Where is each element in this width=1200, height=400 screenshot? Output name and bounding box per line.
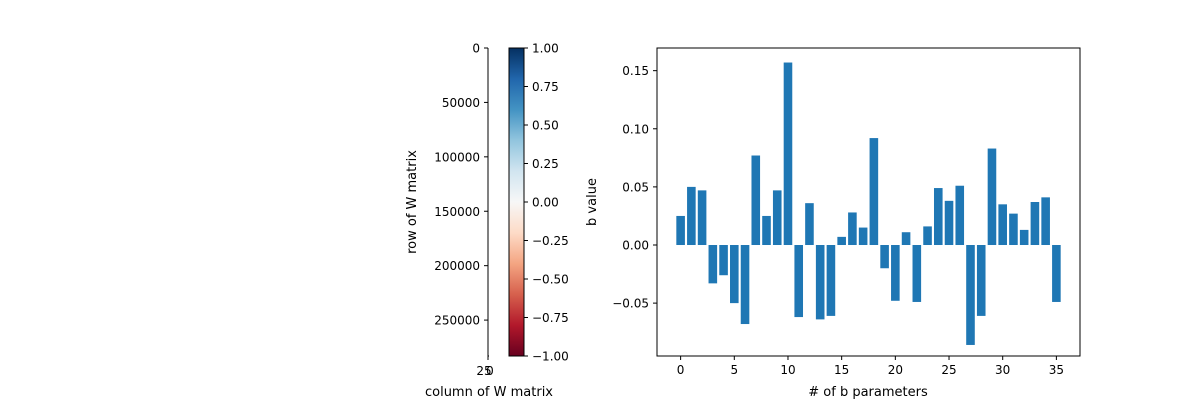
bar (880, 245, 889, 269)
bar (805, 203, 814, 246)
colorbar-tick-label: −0.50 (532, 273, 569, 287)
colorbar-tick-label: −0.25 (532, 234, 569, 248)
bar (891, 245, 900, 301)
bar-x-tick-label: 5 (730, 363, 738, 377)
bar (751, 155, 761, 246)
heatmap-y-axis-label: row of W matrix (405, 150, 420, 254)
bar-chart: 0 5 10 15 20 25 30 35 −0.05 0.00 0.05 0.10 0.15 # o… (585, 47, 1081, 400)
bar (987, 148, 997, 246)
colorbar-tick-label: 0.75 (532, 80, 559, 94)
bar (719, 245, 728, 276)
heatmap-x-axis-label: column of W matrix (425, 385, 553, 400)
bar-x-tick-label: 25 (941, 363, 956, 377)
bar (826, 245, 836, 316)
bar (966, 245, 975, 345)
bar-y-tick-label: 0.15 (622, 64, 649, 78)
heatmap-x-ticks: 25 0 (476, 356, 494, 378)
colorbar-tick-label: 0.50 (532, 119, 559, 133)
bar (1052, 245, 1061, 302)
colorbar: 1.00 0.75 0.50 0.25 0.00 −0.25 −0.50 −0.75 −1.00 (508, 42, 569, 364)
bar (772, 190, 782, 246)
bar (869, 138, 879, 246)
colorbar-ticks: 1.00 0.75 0.50 0.25 0.00 −0.25 −0.50 −0.75 −1.00 (524, 42, 569, 364)
bar-x-tick-label: 20 (888, 363, 903, 377)
colorbar-tick-label: −1.00 (532, 350, 569, 364)
bar (783, 62, 793, 246)
bar-x-ticks: 0 5 10 15 20 25 30 35 (677, 356, 1064, 377)
bar-x-axis-label: # of b parameters (808, 385, 928, 400)
bar (740, 245, 750, 325)
bar (858, 227, 868, 246)
bar (815, 245, 825, 320)
heatmap-y-tick-label: 200000 (434, 259, 480, 273)
heatmap-x-tick-label: 25 (476, 364, 491, 378)
bar (912, 245, 922, 302)
heatmap-y-tick-label: 150000 (434, 205, 480, 219)
colorbar-gradient (508, 47, 525, 357)
bar (998, 204, 1007, 246)
bar-x-tick-label: 0 (677, 363, 685, 377)
bar-y-tick-label: 0.10 (622, 122, 649, 136)
heatmap-y-tick-label: 50000 (442, 96, 480, 110)
colorbar-tick-label: 1.00 (532, 42, 559, 56)
bar (848, 212, 857, 246)
bar-y-axis-label: b value (585, 178, 600, 226)
bar (1041, 197, 1050, 246)
colorbar-tick-label: −0.75 (532, 311, 569, 325)
bar-plot-frame (656, 47, 1081, 357)
bar (976, 245, 986, 316)
bar-y-tick-label: −0.05 (612, 297, 649, 311)
heatmap-y-ticks: 0 50000 100000 150000 200000 250000 (434, 42, 488, 328)
bar (794, 245, 804, 318)
heatmap-y-tick-label: 0 (472, 42, 480, 56)
bar-series (676, 62, 1061, 345)
bar (762, 215, 771, 246)
heatmap-chart: 0 50000 100000 150000 200000 250000 25 0 colu… (405, 42, 553, 400)
bar (837, 236, 846, 246)
bar (955, 185, 965, 246)
bar (676, 215, 685, 246)
bar (1030, 202, 1040, 246)
bar (730, 245, 739, 304)
bar (933, 188, 943, 246)
heatmap-y-tick-label: 250000 (434, 314, 480, 328)
bar-x-tick-label: 15 (834, 363, 849, 377)
bar-x-tick-label: 35 (1049, 363, 1064, 377)
bar (901, 232, 911, 246)
bar-x-tick-label: 30 (995, 363, 1010, 377)
bar (923, 226, 932, 246)
bar-y-ticks: −0.05 0.00 0.05 0.10 0.15 (612, 64, 657, 311)
bar (1019, 229, 1029, 246)
bar (697, 190, 707, 246)
bar (687, 186, 696, 246)
bar (708, 245, 718, 284)
bar (1009, 213, 1018, 246)
heatmap-y-tick-label: 100000 (434, 150, 480, 164)
colorbar-tick-label: 0.00 (532, 196, 559, 210)
bar-y-tick-label: 0.05 (622, 180, 649, 194)
colorbar-tick-label: 0.25 (532, 157, 559, 171)
bar-y-tick-label: 0.00 (622, 239, 649, 253)
heatmap-x-tick-label: 0 (486, 364, 494, 378)
bar-x-tick-label: 10 (780, 363, 795, 377)
bar (944, 200, 954, 246)
